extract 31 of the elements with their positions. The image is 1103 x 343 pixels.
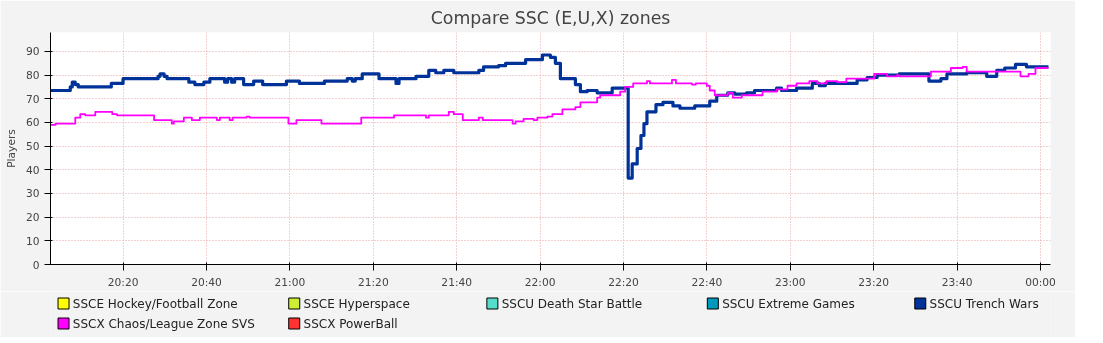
x-tick-label: 21:00 (274, 275, 306, 289)
chart-title: Compare SSC (E,U,X) zones (430, 7, 671, 28)
legend-label: SSCE Hyperspace (303, 296, 410, 311)
x-tick-label: 21:20 (357, 275, 389, 289)
y-tick-label: 10 (25, 234, 40, 248)
x-tick-label: 23:40 (941, 275, 973, 289)
legend-label: SSCX PowerBall (303, 316, 398, 331)
x-tick-label: 21:40 (441, 275, 473, 289)
x-tick-label: 23:20 (858, 275, 890, 289)
legend-label: SSCU Extreme Games (722, 296, 855, 311)
y-tick-label: 20 (25, 211, 40, 225)
legend-label: SSCU Death Star Battle (501, 296, 643, 311)
legend-label: SSCU Trench Wars (929, 296, 1039, 311)
y-axis-title: Players (4, 128, 18, 168)
y-tick-label: 60 (25, 116, 40, 130)
legend-label: SSCE Hockey/Football Zone (72, 296, 238, 311)
x-tick-label: 22:00 (524, 275, 556, 289)
legend-label: SSCX Chaos/League Zone SVS (72, 316, 255, 331)
y-tick-label: 0 (32, 258, 40, 272)
y-tick-label: 80 (25, 69, 40, 83)
x-tick-label: 20:40 (191, 275, 223, 289)
x-tick-label: 23:00 (774, 275, 806, 289)
x-tick-label: 20:20 (107, 275, 139, 289)
x-tick-label: 00:00 (1025, 275, 1057, 289)
x-tick-label: 22:20 (608, 275, 640, 289)
y-tick-label: 30 (25, 187, 40, 201)
y-tick-label: 70 (25, 92, 40, 106)
y-tick-label: 50 (25, 140, 40, 154)
y-tick-label: 40 (25, 163, 40, 177)
y-tick-label: 90 (25, 45, 40, 59)
x-tick-label: 22:40 (691, 275, 723, 289)
